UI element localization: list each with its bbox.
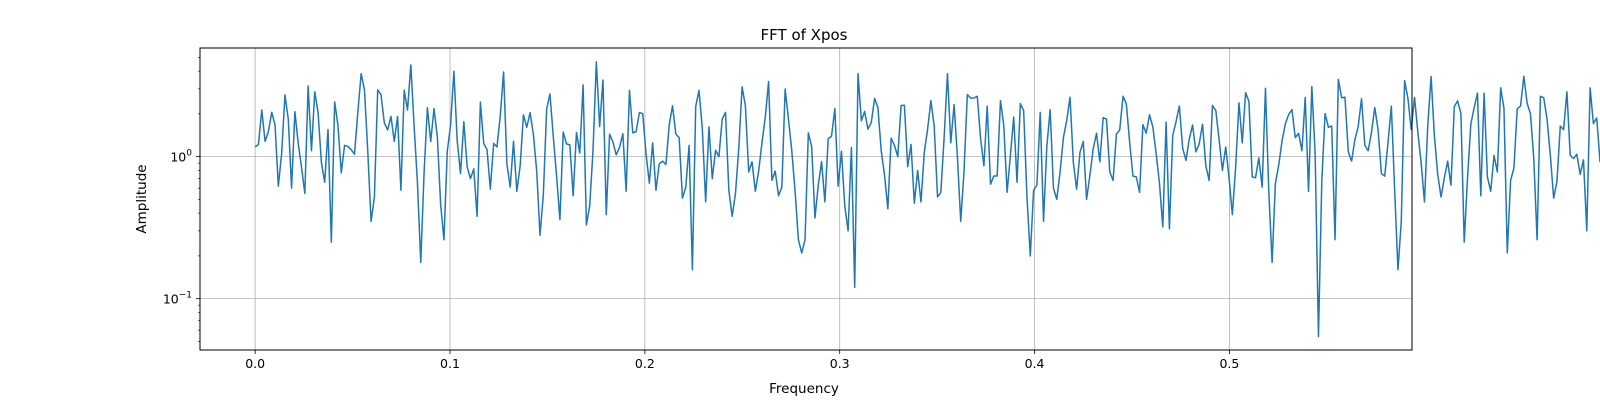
x-tick-label: 0.0 bbox=[245, 356, 265, 371]
x-axis-label: Frequency bbox=[769, 381, 839, 397]
x-tick-label: 0.2 bbox=[635, 356, 655, 371]
plot-area bbox=[254, 61, 1600, 338]
x-tick-label: 0.5 bbox=[1219, 356, 1239, 371]
x-axis: 0.0 0.1 0.2 0.3 0.4 0.5 bbox=[245, 350, 1239, 371]
x-tick-label: 0.3 bbox=[830, 356, 850, 371]
x-tick-label: 0.1 bbox=[440, 356, 460, 371]
chart-title: FFT of Xpos bbox=[761, 26, 848, 44]
axes-frame bbox=[199, 47, 1413, 351]
series-line bbox=[254, 61, 1600, 338]
x-tick-label: 0.4 bbox=[1025, 356, 1045, 371]
y-axis-label: Amplitude bbox=[134, 164, 150, 233]
